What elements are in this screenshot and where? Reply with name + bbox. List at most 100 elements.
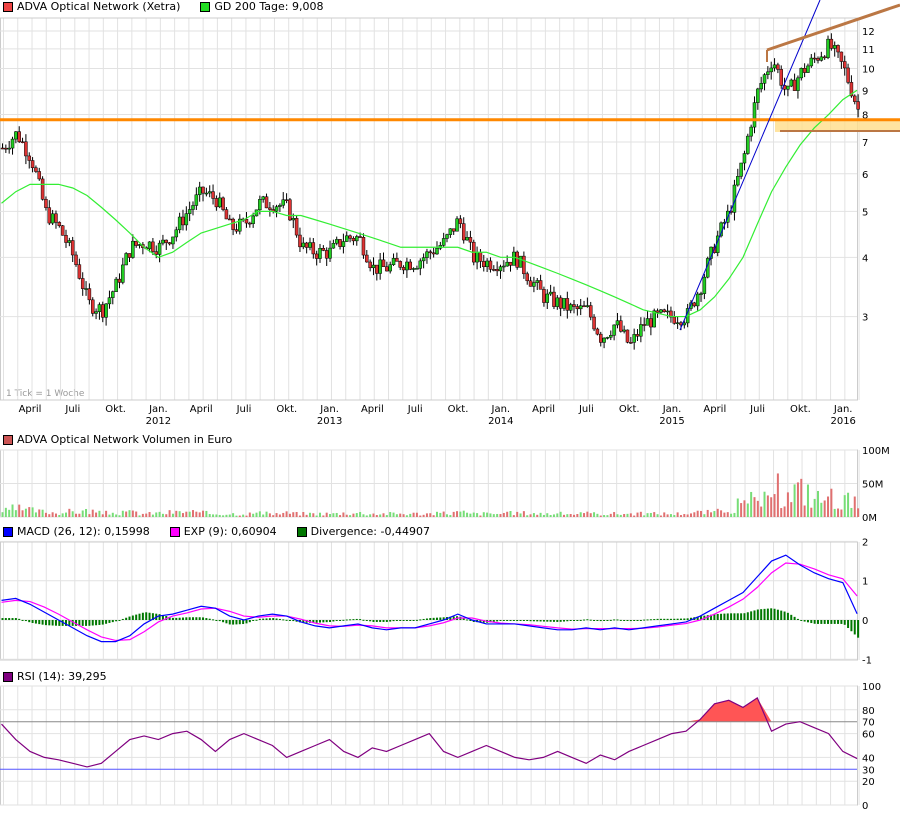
legend-label: ADVA Optical Network Volumen in Euro [17, 433, 233, 446]
candle [766, 71, 770, 75]
divergence-bar [379, 620, 382, 622]
candle [395, 258, 399, 262]
volume-bar [54, 513, 57, 517]
volume-bar [666, 514, 669, 517]
volume-bar [178, 511, 181, 517]
volume-bar [278, 514, 281, 517]
volume-bar [636, 512, 639, 517]
divergence-bar [222, 620, 225, 623]
volume-bar [345, 514, 348, 517]
volume-bar [656, 514, 659, 517]
divergence-bar [88, 620, 91, 626]
candle [832, 45, 837, 49]
candle [37, 171, 42, 180]
volume-bar [482, 512, 485, 517]
divergence-bar [646, 619, 649, 621]
divergence-bar [429, 618, 432, 620]
volume-bar [262, 514, 265, 517]
divergence-bar [850, 620, 853, 632]
volume-bar [308, 512, 311, 517]
divergence-bar [796, 618, 799, 620]
candle [217, 197, 222, 208]
divergence-bar [810, 620, 813, 624]
volume-bar [18, 504, 21, 517]
divergence-bar [740, 613, 743, 620]
divergence-bar [218, 620, 221, 622]
divergence-bar [710, 614, 713, 620]
candle [127, 253, 132, 258]
candle [231, 218, 235, 230]
divergence-bar [48, 620, 51, 626]
candle [585, 305, 590, 308]
volume-bar [205, 510, 208, 517]
volume-bar [843, 495, 846, 517]
divergence-bar [34, 620, 37, 624]
divergence-bar [51, 620, 54, 626]
divergence-bar [606, 620, 609, 621]
volume-bar [88, 514, 91, 517]
candle [0, 147, 5, 150]
candle [311, 242, 316, 255]
volume-bar [462, 510, 465, 517]
legend-swatch [3, 671, 13, 682]
volume-bar [643, 515, 646, 517]
y-tick-label: 50M [862, 480, 883, 491]
divergence-bar [198, 617, 201, 620]
divergence-bar [683, 618, 686, 620]
candle [301, 242, 306, 248]
candle [839, 51, 844, 62]
candle [826, 38, 830, 58]
volume-bar [148, 512, 151, 517]
candle [294, 218, 299, 236]
y-tick-label: 70 [862, 718, 875, 729]
volume-bar [409, 513, 412, 517]
candle [796, 77, 800, 91]
volume-bar [151, 514, 154, 517]
candle [124, 253, 128, 266]
candle [318, 248, 322, 259]
volume-bar [61, 513, 64, 517]
candle [488, 260, 493, 270]
divergence-bar [853, 620, 856, 635]
volume-bar [242, 514, 245, 517]
volume-bar [422, 514, 425, 517]
divergence-bar [58, 620, 61, 626]
volume-bar [816, 490, 819, 517]
volume-bar [793, 484, 796, 517]
divergence-bar [181, 617, 184, 620]
volume-bar [11, 504, 14, 517]
candle [552, 291, 556, 307]
candle [131, 240, 135, 258]
volume-bar [720, 510, 723, 517]
volume-bar [415, 512, 418, 517]
volume-bar [425, 513, 428, 517]
divergence-bar [419, 619, 422, 621]
y-tick-label: 100M [862, 446, 890, 457]
candle [338, 239, 342, 247]
candle [558, 297, 563, 309]
volume-bar [115, 514, 118, 517]
divergence-bar [171, 617, 174, 620]
divergence-bar [158, 614, 161, 620]
x-tick-year: 2012 [146, 416, 171, 427]
volume-bar [683, 514, 686, 517]
candle [588, 305, 593, 318]
candle [137, 244, 142, 246]
x-tick-label: Juli [64, 404, 80, 415]
divergence-bar [329, 620, 332, 622]
candle [344, 235, 349, 242]
y-tick-label: 8 [862, 111, 868, 122]
divergence-bar [285, 619, 288, 621]
divergence-bar [730, 613, 733, 620]
x-tick-year: 2016 [830, 416, 855, 427]
candle [756, 88, 760, 103]
divergence-bar [252, 620, 255, 621]
divergence-bar [609, 619, 612, 621]
divergence-bar [138, 613, 141, 620]
y-tick-label: 100 [862, 682, 881, 693]
volume-bar [552, 514, 555, 517]
volume-bar [689, 513, 692, 517]
volume-bar [48, 514, 51, 517]
divergence-bar [539, 620, 542, 622]
